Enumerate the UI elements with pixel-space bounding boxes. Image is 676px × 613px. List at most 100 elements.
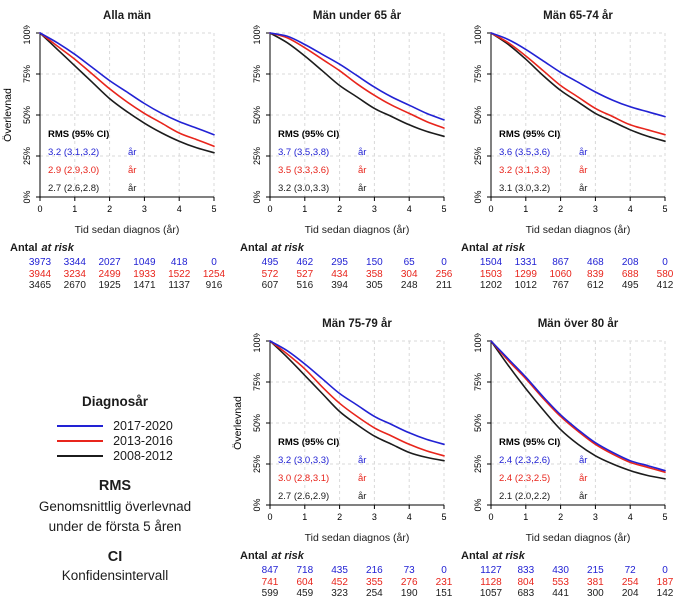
at-risk-count: 3465 bbox=[28, 280, 52, 291]
at-risk-row-2008-2012: 1202 1012 767 612 495 412 bbox=[451, 280, 676, 292]
at-risk-count: 73 bbox=[403, 565, 415, 576]
at-risk-header-bold: Antal bbox=[461, 550, 489, 562]
y-tick-label: 50% bbox=[473, 414, 483, 432]
rms-unit: år bbox=[579, 165, 587, 176]
chart-title: Alla män bbox=[103, 10, 151, 22]
rms-unit: år bbox=[128, 183, 136, 194]
legend-rms-title: RMS bbox=[98, 478, 132, 494]
at-risk-count: 0 bbox=[441, 257, 447, 268]
legend-item-label: 2017-2020 bbox=[113, 418, 173, 433]
x-tick-label: 4 bbox=[407, 512, 412, 522]
y-tick-label: 100% bbox=[473, 25, 483, 45]
at-risk-count: 3944 bbox=[28, 268, 52, 280]
x-tick-label: 0 bbox=[488, 512, 493, 522]
at-risk-count: 0 bbox=[662, 257, 668, 268]
rms-value-2017-2020: 3.2 (3.1,3.2) bbox=[48, 147, 99, 158]
y-tick-label: 25% bbox=[473, 147, 483, 165]
at-risk-count: 215 bbox=[587, 565, 604, 576]
legend-title: Diagnosår bbox=[81, 394, 149, 409]
rms-value-2008-2012: 3.2 (3.0,3.3) bbox=[278, 183, 329, 194]
at-risk-count: 216 bbox=[366, 565, 383, 576]
y-tick-label: 0% bbox=[473, 498, 483, 511]
x-tick-label: 4 bbox=[177, 204, 182, 214]
at-risk-count: 607 bbox=[261, 280, 279, 291]
at-risk-header: Antal at risk bbox=[240, 550, 451, 562]
chart-panel-0: Alla män 0% 25% 50% 75% 100% 0 1 2 3 4 5 Överlevnad R… bbox=[0, 0, 230, 308]
at-risk-header-bold: Antal bbox=[240, 242, 268, 254]
y-tick-label: 100% bbox=[252, 25, 262, 45]
at-risk-row-2013-2016: 1503 1299 1060 839 688 580 bbox=[451, 269, 676, 281]
at-risk-count: 516 bbox=[296, 280, 314, 291]
legend-items: 2017-2020 2013-2016 2008-2012 bbox=[57, 418, 173, 463]
survival-curve-2013-2016 bbox=[490, 340, 666, 473]
rms-value-2017-2020: 3.2 (3.0,3.3) bbox=[278, 455, 329, 466]
at-risk-row-2008-2012: 3465 2670 1925 1471 1137 916 bbox=[0, 280, 230, 292]
at-risk-count: 65 bbox=[403, 257, 415, 268]
y-tick-label: 75% bbox=[252, 65, 262, 83]
y-tick-label: 75% bbox=[22, 65, 32, 83]
survival-curve-2008-2012 bbox=[269, 340, 445, 462]
x-axis-title: Tid sedan diagnos (år) bbox=[74, 224, 180, 236]
rms-header: RMS (95% CI) bbox=[48, 129, 109, 140]
at-risk-count: 355 bbox=[366, 576, 383, 588]
y-tick-label: 75% bbox=[252, 373, 262, 391]
rms-value-2013-2016: 2.4 (2.3,2.5) bbox=[499, 473, 550, 484]
rms-header: RMS (95% CI) bbox=[499, 437, 560, 448]
at-risk-header: Antal at risk bbox=[10, 242, 230, 254]
legend-item-2013-2016: 2013-2016 bbox=[57, 433, 173, 448]
at-risk-count: 495 bbox=[621, 280, 639, 291]
rms-value-2008-2012: 2.7 (2.6,2.9) bbox=[278, 491, 329, 502]
at-risk-header-italic: at risk bbox=[271, 550, 304, 562]
rms-unit: år bbox=[579, 147, 587, 158]
rms-unit: år bbox=[579, 183, 587, 194]
at-risk-count: 304 bbox=[400, 268, 418, 280]
chart-panel-4: Män över 80 år 0% 25% 50% 75% 100% 0 1 2 3 4 5 RMS (… bbox=[451, 308, 676, 613]
survival-curve-2013-2016 bbox=[39, 32, 215, 147]
x-tick-label: 0 bbox=[37, 204, 42, 214]
legend-item-2008-2012: 2008-2012 bbox=[57, 448, 173, 463]
at-risk-row-2017-2020: 3973 3344 2027 1049 418 0 bbox=[0, 257, 230, 269]
at-risk-count: 1202 bbox=[479, 280, 503, 291]
x-tick-label: 4 bbox=[407, 204, 412, 214]
at-risk-count: 190 bbox=[400, 588, 418, 599]
rms-unit: år bbox=[358, 491, 366, 502]
survival-curve-2017-2020 bbox=[269, 32, 445, 121]
x-tick-label: 1 bbox=[523, 204, 528, 214]
at-risk-count: 151 bbox=[435, 588, 453, 599]
at-risk-count: 441 bbox=[552, 588, 569, 599]
y-tick-label: 25% bbox=[252, 455, 262, 473]
at-risk-row-2008-2012: 607 516 394 305 248 211 bbox=[230, 280, 452, 292]
y-axis-title: Överlevnad bbox=[2, 88, 14, 142]
y-tick-label: 75% bbox=[473, 65, 483, 83]
survival-curve-2008-2012 bbox=[490, 340, 666, 480]
at-risk-count: 847 bbox=[261, 565, 279, 576]
legend-line-swatch bbox=[57, 424, 104, 427]
at-risk-count: 612 bbox=[587, 280, 604, 291]
legend-ci-title: CI bbox=[107, 549, 123, 566]
at-risk-count: 527 bbox=[296, 268, 314, 280]
y-tick-label: 100% bbox=[22, 25, 32, 45]
at-risk-count: 394 bbox=[331, 280, 348, 291]
rms-header: RMS (95% CI) bbox=[278, 129, 339, 140]
at-risk-header: Antal at risk bbox=[240, 242, 451, 254]
survival-curve-2013-2016 bbox=[269, 340, 445, 457]
rms-value-2013-2016: 2.9 (2.9,3.0) bbox=[48, 165, 99, 176]
rms-unit: år bbox=[579, 473, 587, 484]
at-risk-header-italic: at risk bbox=[41, 242, 74, 254]
at-risk-header-italic: at risk bbox=[492, 242, 525, 254]
legend-ci-description: Konfidensintervall bbox=[61, 568, 169, 584]
at-risk-count: 741 bbox=[261, 576, 279, 588]
chart-panel-2: Män 65-74 år 0% 25% 50% 75% 100% 0 1 2 3 4 5 RMS (95… bbox=[451, 0, 676, 308]
y-tick-label: 50% bbox=[252, 414, 262, 432]
y-tick-label: 0% bbox=[22, 190, 32, 203]
survival-curve-2008-2012 bbox=[39, 32, 215, 154]
at-risk-count: 1012 bbox=[514, 280, 537, 291]
at-risk-count: 300 bbox=[587, 588, 604, 599]
x-tick-label: 2 bbox=[558, 204, 563, 214]
at-risk-count: 248 bbox=[400, 280, 418, 291]
at-risk-count: 1299 bbox=[514, 268, 537, 280]
survival-plot: 0% 25% 50% 75% 100% 0 1 2 3 4 5 Överlevnad RMS (95% … bbox=[2, 25, 217, 214]
at-risk-header-bold: Antal bbox=[240, 550, 268, 562]
legend-rms-description: Genomsnittlig överlevnad under de första… bbox=[0, 497, 230, 536]
